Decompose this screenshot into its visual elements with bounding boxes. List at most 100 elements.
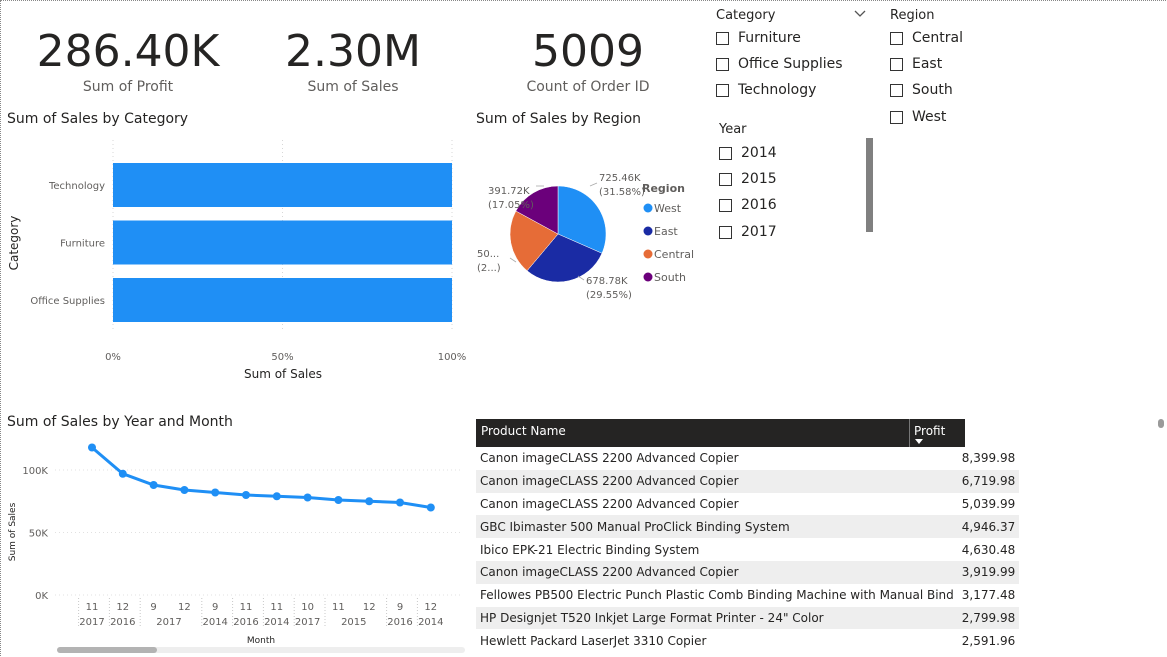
- cell-product-name: Hewlett Packard LaserJet 3310 Copier: [480, 633, 707, 648]
- checkbox[interactable]: [719, 225, 732, 239]
- slicer-option-2017[interactable]: 2017: [719, 224, 777, 240]
- horizontal-scrollbar-track[interactable]: [57, 647, 465, 653]
- column-header-profit[interactable]: Profit: [914, 424, 946, 438]
- data-point[interactable]: [396, 498, 404, 507]
- year-slicer-scrollbar[interactable]: [866, 138, 873, 232]
- column-header-product-name[interactable]: Product Name: [481, 424, 566, 438]
- checkbox[interactable]: [719, 198, 732, 212]
- checkbox[interactable]: [890, 57, 903, 71]
- chevron-down-icon[interactable]: [854, 9, 866, 19]
- legend-marker-south[interactable]: [643, 272, 653, 282]
- table-row[interactable]: GBC Ibimaster 500 Manual ProClick Bindin…: [476, 515, 1020, 539]
- kpi-value: 2.30M: [285, 26, 421, 77]
- checkbox[interactable]: [890, 83, 903, 97]
- table-row[interactable]: HP Designjet T520 Inkjet Large Format Pr…: [476, 606, 1020, 630]
- x-tick-month: 9: [150, 602, 156, 613]
- data-label-percent: (31.58%): [599, 187, 645, 198]
- slicer-option-office-supplies[interactable]: Office Supplies: [716, 56, 843, 72]
- data-point[interactable]: [118, 469, 127, 478]
- checkbox[interactable]: [716, 31, 729, 45]
- legend-marker-east[interactable]: [643, 226, 653, 236]
- slicer-option-2015[interactable]: 2015: [719, 171, 777, 187]
- bar-office-supplies[interactable]: [113, 278, 452, 322]
- region-slicer[interactable]: Region Central East South West: [890, 6, 990, 130]
- x-tick-year: 2016: [110, 617, 135, 628]
- kpi-card-sales[interactable]: 2.30M Sum of Sales: [253, 26, 453, 102]
- x-tick-month: 11: [270, 602, 283, 613]
- x-tick-year: 2014: [418, 617, 443, 628]
- slicer-option-2014[interactable]: 2014: [719, 145, 777, 161]
- cell-product-name: HP Designjet T520 Inkjet Large Format Pr…: [480, 610, 824, 625]
- table-row[interactable]: Canon imageCLASS 2200 Advanced Copier 8,3…: [476, 447, 1020, 470]
- data-point[interactable]: [334, 496, 343, 504]
- pie-slice-south[interactable]: [515, 185, 559, 235]
- slicer-option-central[interactable]: Central: [890, 30, 963, 46]
- legend-label-west: West: [654, 202, 682, 215]
- data-point[interactable]: [272, 492, 281, 501]
- table-row[interactable]: Hewlett Packard LaserJet 3310 Copier 2,59…: [476, 629, 1020, 653]
- cell-profit: 5,039.99: [961, 496, 1016, 511]
- region-slicer-title: Region: [890, 8, 935, 23]
- legend-marker-west[interactable]: [643, 203, 653, 213]
- product-profit-table[interactable]: Product Name Profit Canon imageCLASS 220…: [476, 419, 1020, 653]
- slicer-option-furniture[interactable]: Furniture: [716, 30, 801, 46]
- table-header: Product Name Profit: [476, 419, 965, 447]
- slicer-option-technology[interactable]: Technology: [716, 82, 816, 98]
- data-point[interactable]: [180, 486, 189, 494]
- checkbox[interactable]: [719, 172, 732, 186]
- bar-furniture[interactable]: [113, 220, 452, 265]
- checkbox[interactable]: [890, 31, 903, 45]
- data-point[interactable]: [88, 443, 96, 452]
- cell-profit: 8,399.98: [961, 451, 1016, 466]
- cell-product-name: GBC Ibimaster 500 Manual ProClick Bindin…: [480, 519, 790, 534]
- bar-chart-title: Sum of Sales by Category: [7, 111, 189, 127]
- horizontal-scrollbar-thumb[interactable]: [57, 647, 157, 653]
- slicer-option-label: 2017: [741, 224, 777, 240]
- slicer-option-label: Technology: [738, 82, 817, 98]
- pie-slice-west[interactable]: [557, 185, 607, 254]
- cell-product-name: Ibico EPK-21 Electric Binding System: [480, 542, 700, 557]
- legend-label-south: South: [654, 271, 686, 284]
- kpi-card-orders[interactable]: 5009 Count of Order ID: [488, 26, 688, 102]
- cell-product-name: Canon imageCLASS 2200 Advanced Copier: [480, 496, 739, 511]
- data-point[interactable]: [211, 488, 220, 497]
- table-row[interactable]: Fellowes PB500 Electric Punch Plastic Co…: [476, 583, 1020, 607]
- pie-slice-central[interactable]: [509, 210, 559, 272]
- y-tick-label: Office Supplies: [30, 296, 105, 307]
- legend-marker-central[interactable]: [643, 249, 653, 259]
- data-point[interactable]: [365, 497, 374, 506]
- table-row[interactable]: Canon imageCLASS 2200 Advanced Copier 3,9…: [476, 560, 1020, 584]
- pie-chart[interactable]: 725.46K (31.58%) 678.78K (29.55%) 50... (2...…: [470, 130, 710, 310]
- bar-chart[interactable]: 0% 50% 100% Technology Furniture Office Suppl…: [0, 130, 470, 390]
- slicer-option-label: Office Supplies: [738, 56, 843, 72]
- table-row[interactable]: Canon imageCLASS 2200 Advanced Copier 6,7…: [476, 469, 1020, 493]
- kpi-value: 5009: [532, 26, 644, 77]
- kpi-label: Sum of Profit: [82, 79, 174, 95]
- slicer-option-south[interactable]: South: [890, 82, 953, 98]
- kpi-label: Sum of Sales: [307, 79, 399, 95]
- slicer-option-east[interactable]: East: [890, 56, 942, 72]
- data-point[interactable]: [242, 491, 250, 499]
- data-point[interactable]: [149, 481, 158, 489]
- slicer-option-label: South: [912, 82, 953, 98]
- year-slicer[interactable]: Year 2014 2015 2016 2017: [718, 120, 878, 240]
- table-row[interactable]: Ibico EPK-21 Electric Binding System 4,63…: [476, 538, 1020, 561]
- checkbox[interactable]: [716, 57, 729, 71]
- data-point[interactable]: [426, 503, 435, 512]
- cell-profit: 6,719.98: [961, 474, 1016, 489]
- checkbox[interactable]: [719, 146, 732, 160]
- table-row[interactable]: Canon imageCLASS 2200 Advanced Copier 5,0…: [476, 492, 1020, 516]
- slicer-option-west[interactable]: West: [890, 109, 946, 125]
- line-chart[interactable]: 0K 50K 100K Sum of Sales 11 12 9 12 9 11 11 10 11 12 9…: [0, 432, 470, 657]
- sort-descending-icon[interactable]: [915, 439, 923, 444]
- kpi-card-profit[interactable]: 286.40K Sum of Profit: [28, 26, 228, 102]
- page-scroll-indicator[interactable]: [1158, 419, 1164, 428]
- category-slicer[interactable]: Category Furniture Office Supplies Techn…: [716, 6, 868, 106]
- x-tick-month: 9: [397, 602, 403, 613]
- checkbox[interactable]: [716, 83, 729, 97]
- slicer-option-2016[interactable]: 2016: [719, 197, 777, 213]
- pie-slice-east[interactable]: [526, 233, 603, 283]
- checkbox[interactable]: [890, 110, 903, 124]
- bar-technology[interactable]: [113, 163, 452, 207]
- data-point[interactable]: [303, 493, 312, 502]
